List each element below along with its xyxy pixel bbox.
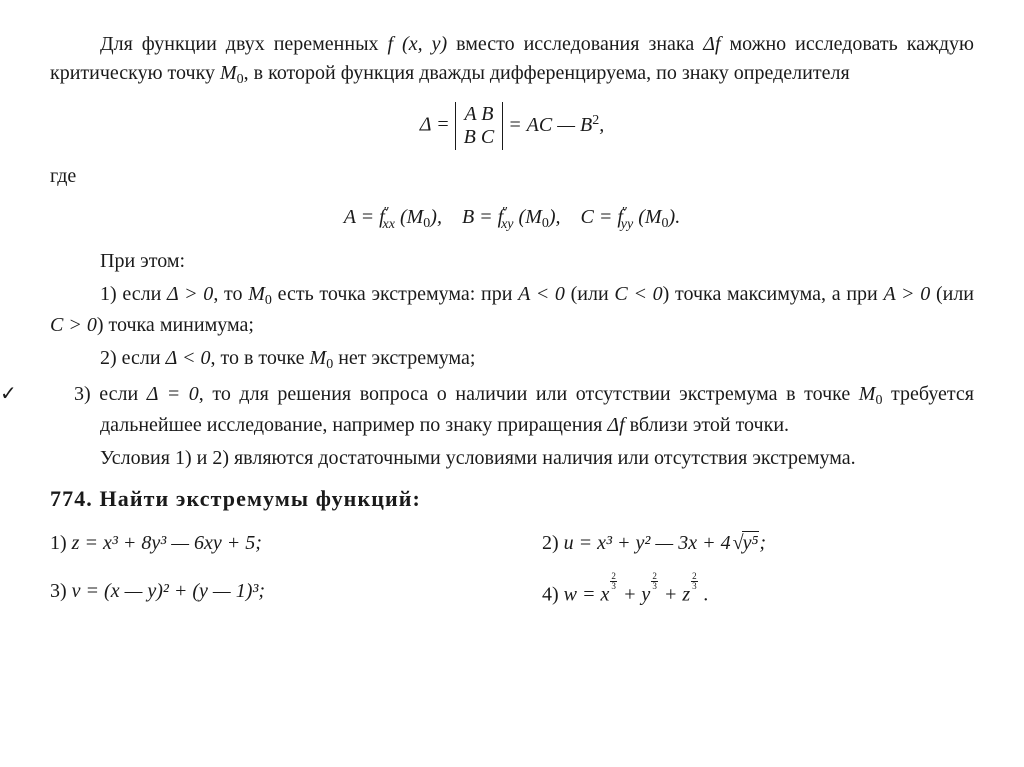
det-row2: B C bbox=[464, 126, 495, 149]
B-def: B = f″xy (M0), bbox=[462, 206, 561, 228]
where-label: где bbox=[50, 162, 974, 191]
conditions-intro: При этом: bbox=[50, 247, 974, 276]
sufficiency-note: Условия 1) и 2) являются достаточными ус… bbox=[50, 444, 974, 473]
eq-rhs: = AC — B2, bbox=[508, 114, 604, 136]
delta-eq: Δ = bbox=[420, 114, 450, 136]
problem-number: 774. bbox=[50, 486, 93, 511]
problems-row-2: 3) v = (x — y)² + (y — 1)³; 4) w = x23 +… bbox=[50, 572, 974, 610]
problem-3: 3) v = (x — y)² + (y — 1)³; bbox=[50, 577, 482, 606]
math-fxy: f (x, y) bbox=[388, 33, 448, 55]
problems-row-1: 1) z = x³ + 8y³ — 6xy + 5; 2) u = x³ + y… bbox=[50, 529, 974, 558]
check-icon: ✓ bbox=[50, 380, 74, 409]
problem-text: Найти экстремумы функций: bbox=[93, 486, 421, 511]
intro-paragraph: Для функции двух переменных f (x, y) вме… bbox=[50, 30, 974, 90]
math-df: Δf bbox=[703, 33, 720, 55]
problems-list: 1) z = x³ + 8y³ — 6xy + 5; 2) u = x³ + y… bbox=[50, 529, 974, 610]
C-def: C = f″yy (M0). bbox=[581, 206, 681, 228]
condition-2: 2) если Δ < 0, то в точке M0 нет экстрем… bbox=[50, 344, 974, 375]
A-def: A = f″xx (M0), bbox=[344, 206, 442, 228]
problem-2: 2) u = x³ + y² — 3x + 4y⁵; bbox=[482, 529, 974, 558]
det-row1: A B bbox=[464, 103, 495, 126]
condition-1: 1) если Δ > 0, то M0 есть точка экстрему… bbox=[50, 280, 974, 340]
determinant: A B B C bbox=[455, 102, 504, 150]
determinant-equation: Δ = A B B C = AC — B2, bbox=[50, 102, 974, 150]
text: Для функции двух переменных bbox=[100, 33, 388, 55]
text: , в которой функция дважды дифференцируе… bbox=[244, 62, 850, 84]
math-M0: M0 bbox=[220, 62, 244, 84]
condition-3: ✓3) если Δ = 0, то для решения вопроса о… bbox=[50, 380, 974, 440]
problem-1: 1) z = x³ + 8y³ — 6xy + 5; bbox=[50, 529, 482, 558]
text: вместо исследования знака bbox=[447, 33, 703, 55]
problem-4: 4) w = x23 + y23 + z23 . bbox=[482, 572, 974, 610]
abc-definitions: A = f″xx (M0), B = f″xy (M0), C = f″yy (… bbox=[50, 203, 974, 234]
problem-774-title: 774. Найти экстремумы функций: bbox=[50, 483, 974, 515]
